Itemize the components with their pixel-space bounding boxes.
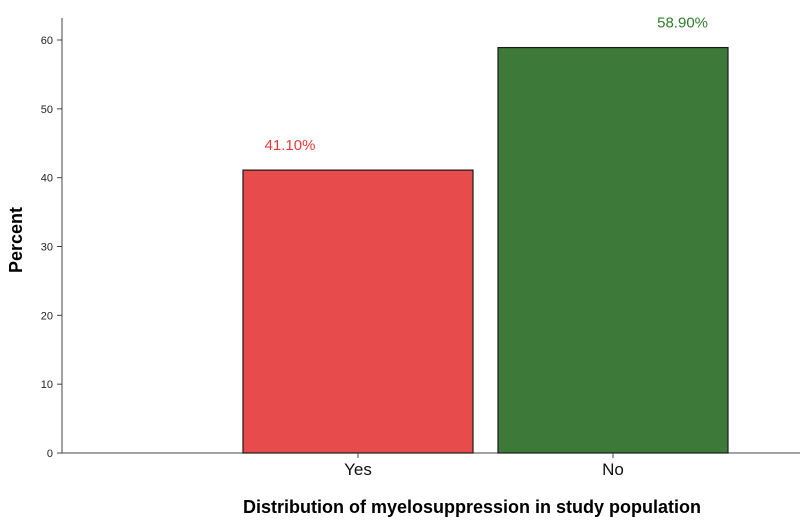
bar-no bbox=[497, 46, 729, 454]
y-tick-label: 0 bbox=[47, 448, 53, 460]
y-axis-ticks: 0 10 20 30 40 50 60 bbox=[41, 35, 62, 460]
y-axis-title: Percent bbox=[6, 207, 26, 273]
y-tick-label: 60 bbox=[41, 35, 53, 47]
y-tick-label: 30 bbox=[41, 242, 53, 254]
bars bbox=[242, 46, 729, 454]
data-labels: 41.10% 58.90% bbox=[265, 15, 708, 155]
data-label-no: 58.90% bbox=[657, 15, 708, 32]
x-tick-label-yes: Yes bbox=[344, 460, 372, 479]
y-tick-label: 50 bbox=[41, 104, 53, 116]
bar-yes bbox=[242, 169, 474, 454]
y-tick-label: 40 bbox=[41, 173, 53, 185]
y-tick-label: 10 bbox=[41, 379, 53, 391]
y-tick-label: 20 bbox=[41, 310, 53, 322]
x-tick-label-no: No bbox=[602, 460, 624, 479]
x-axis-title: Distribution of myelosuppression in stud… bbox=[243, 497, 701, 517]
x-axis-categories: Yes No bbox=[344, 453, 624, 479]
data-label-yes: 41.10% bbox=[265, 137, 316, 154]
